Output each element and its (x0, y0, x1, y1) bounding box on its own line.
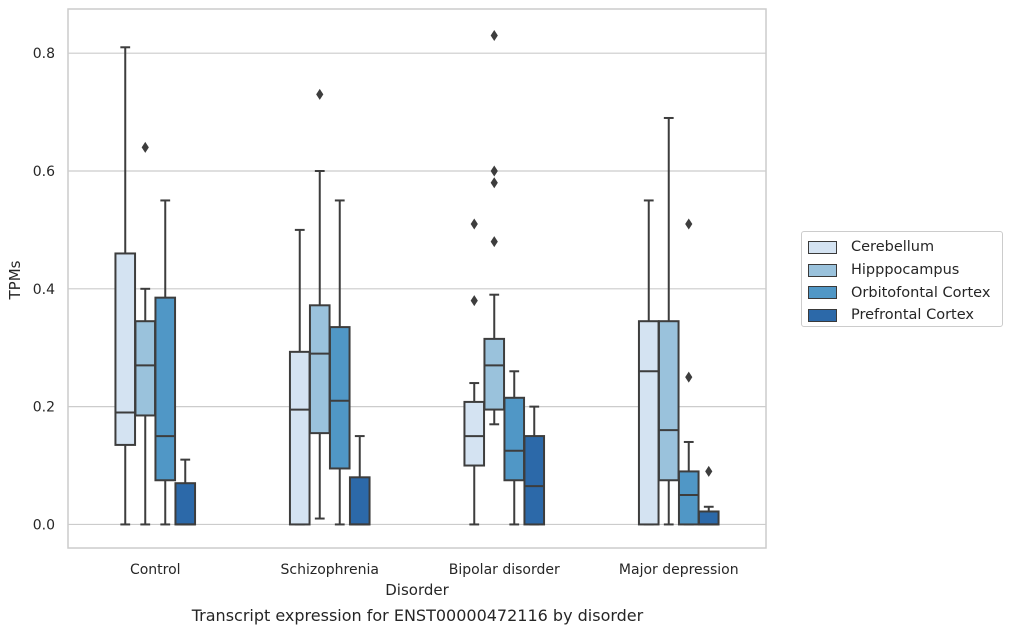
box-group (483, 30, 506, 426)
box-group (308, 88, 331, 520)
box (114, 252, 137, 446)
outlier-point (490, 236, 498, 248)
plot-frame (67, 8, 767, 549)
box-group (463, 218, 486, 526)
x-axis-label: Disorder (385, 581, 449, 599)
y-tick-label: 0.4 (33, 282, 55, 298)
box-group (677, 218, 700, 526)
box-group (134, 141, 157, 526)
outlier-point (490, 165, 498, 177)
box (134, 320, 157, 417)
outlier-point (705, 465, 713, 477)
y-tick-label: 0.2 (33, 400, 55, 416)
box-group (657, 116, 680, 526)
box-group (503, 370, 526, 526)
chart-caption: Transcript expression for ENST0000047211… (191, 606, 644, 625)
box-group (637, 199, 660, 526)
legend-swatch-orbitofrontal-cortex (808, 286, 837, 300)
legend-item-cerebellum: Cerebellum (808, 236, 1002, 259)
y-axis-label: TPMs (6, 260, 24, 300)
legend-label-hippocampus: Hipppocampus (851, 262, 960, 279)
outlier-point (490, 30, 498, 42)
box-group (174, 458, 197, 526)
box (308, 304, 331, 435)
outlier-point (470, 295, 478, 307)
legend-swatch-cerebellum (808, 240, 837, 254)
box (288, 350, 311, 526)
box-group (348, 435, 371, 526)
box (463, 400, 486, 467)
box (677, 470, 700, 526)
outlier-point (316, 88, 324, 100)
y-tick-label: 0.0 (33, 517, 55, 533)
legend-label-prefrontal-cortex: Prefrontal Cortex (851, 307, 974, 324)
outlier-point (685, 218, 693, 230)
tick-labels: 0.0 0.2 0.4 0.6 0.8 Control Schizophrenia Bipol… (33, 46, 739, 578)
box-group (328, 199, 351, 526)
legend-label-cerebellum: Cerebellum (851, 239, 935, 256)
box-group (523, 405, 546, 526)
box (483, 337, 506, 411)
legend-swatch-prefrontal-cortex (808, 308, 837, 322)
box (503, 396, 526, 482)
outlier-point (470, 218, 478, 230)
legend-swatch-hippocampus (808, 263, 837, 277)
y-tick-label: 0.8 (33, 46, 55, 62)
legend-item-orbitofrontal-cortex: Orbitofontal Cortex (808, 281, 1002, 304)
box (154, 296, 177, 482)
box-group (697, 465, 720, 526)
outlier-point (490, 177, 498, 189)
box-group (288, 228, 311, 526)
box (697, 510, 720, 526)
legend-item-prefrontal-cortex: Prefrontal Cortex (808, 304, 1002, 327)
legend: Cerebellum Hipppocampus Orbitofontal Cor… (801, 231, 1003, 327)
box-group (114, 46, 137, 526)
box (348, 476, 371, 526)
outlier-point (685, 371, 693, 383)
x-tick-label: Control (130, 562, 181, 578)
x-tick-label: Major depression (619, 562, 739, 578)
box (637, 320, 660, 526)
x-tick-label: Bipolar disorder (449, 562, 560, 578)
legend-label-orbitofrontal-cortex: Orbitofontal Cortex (851, 284, 991, 301)
legend-item-hippocampus: Hipppocampus (808, 259, 1002, 282)
box (328, 326, 351, 470)
box (523, 435, 546, 526)
box-plot-marks (114, 30, 720, 526)
box (657, 320, 680, 482)
y-tick-label: 0.6 (33, 164, 55, 180)
box (174, 482, 197, 526)
box-group (154, 199, 177, 526)
x-tick-label: Schizophrenia (281, 562, 379, 578)
outlier-point (141, 141, 149, 153)
